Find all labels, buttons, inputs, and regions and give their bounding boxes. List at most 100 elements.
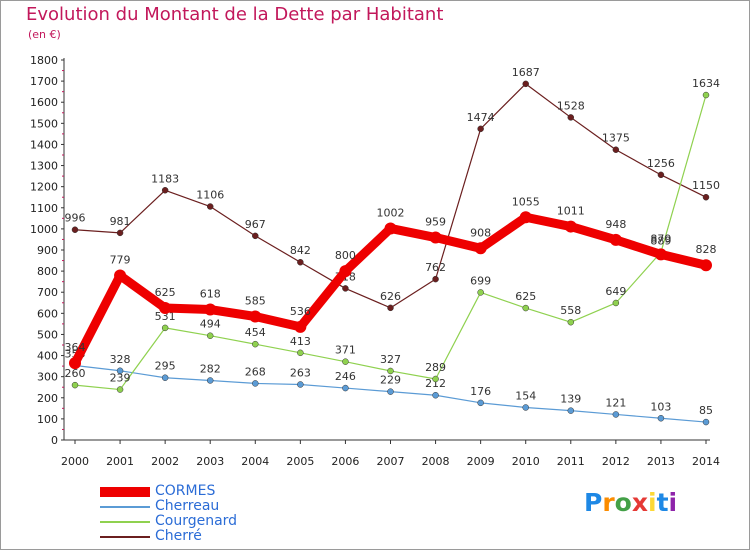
logo-letter: r [602, 488, 615, 517]
x-tick-label: 2010 [512, 455, 540, 468]
data-point [297, 381, 304, 388]
legend-label-cherre: Cherré [155, 528, 202, 544]
data-point [657, 171, 665, 179]
data-point [297, 258, 304, 266]
data-point [567, 407, 575, 414]
data-point [654, 248, 667, 261]
data-point [477, 125, 484, 133]
data-point [522, 304, 529, 312]
data-point [519, 211, 532, 224]
data-point [69, 357, 81, 370]
data-label: 1011 [557, 205, 585, 218]
data-point [342, 384, 349, 392]
data-label: 558 [560, 304, 581, 317]
y-tick-label: 1800 [30, 54, 58, 67]
data-point [429, 231, 442, 244]
data-point [567, 114, 575, 121]
data-label: 1002 [377, 206, 405, 219]
y-tick-label: 0 [51, 434, 58, 447]
data-point [702, 193, 710, 201]
data-label: 981 [110, 215, 131, 228]
data-point [609, 233, 622, 246]
x-tick-label: 2002 [151, 455, 179, 468]
y-tick-label: 1600 [30, 96, 58, 109]
x-tick-label: 2011 [557, 455, 585, 468]
data-point [522, 404, 529, 411]
data-label: 649 [605, 285, 626, 298]
x-tick-label: 2004 [241, 455, 269, 468]
y-tick-label: 500 [37, 328, 58, 341]
data-label: 625 [515, 290, 536, 303]
legend-swatch-cormes [100, 486, 150, 497]
data-point [204, 303, 217, 316]
legend-swatch-courgenard [100, 520, 150, 523]
x-tick-label: 2006 [331, 455, 359, 468]
y-tick-label: 600 [37, 307, 58, 320]
data-point [387, 304, 394, 312]
data-point [387, 367, 394, 375]
x-tick-label: 2009 [467, 455, 495, 468]
data-label: 996 [65, 212, 86, 225]
data-label: 239 [110, 372, 131, 385]
y-tick-label: 1400 [30, 138, 58, 151]
data-label: 327 [380, 353, 401, 366]
data-label: 139 [560, 393, 581, 406]
data-label: 282 [200, 362, 221, 375]
x-tick-label: 2007 [377, 455, 405, 468]
chart-subtitle: (en €) [28, 28, 61, 41]
legend-label-cherreau: Cherreau [155, 498, 220, 514]
data-label: 625 [155, 286, 176, 299]
data-label: 1375 [602, 132, 630, 145]
data-label: 295 [155, 360, 176, 373]
data-label: 626 [380, 290, 401, 303]
legend-item-cormes: CORMES [100, 484, 237, 499]
data-point [159, 302, 172, 315]
data-point [342, 358, 349, 365]
data-point [71, 226, 79, 233]
y-tick-label: 100 [37, 413, 58, 426]
data-point [114, 269, 127, 282]
x-tick-label: 2014 [692, 455, 720, 468]
data-label: 800 [335, 249, 356, 262]
data-label: 1474 [467, 111, 495, 124]
data-point [206, 203, 214, 210]
data-label: 959 [425, 216, 446, 229]
data-point [702, 418, 710, 426]
logo-letter: t [656, 488, 669, 517]
data-point [252, 380, 259, 387]
y-tick-label: 1500 [30, 117, 58, 130]
data-label: 454 [245, 326, 266, 339]
data-label: 229 [380, 374, 401, 387]
data-label: 967 [245, 218, 266, 231]
data-point [387, 388, 394, 395]
y-tick-label: 1300 [30, 160, 58, 173]
data-label: 779 [110, 254, 131, 267]
data-label: 260 [65, 367, 86, 380]
data-label: 268 [245, 365, 266, 378]
data-label: 1256 [647, 157, 675, 170]
data-point [161, 374, 169, 381]
data-label: 699 [470, 274, 491, 287]
data-label: 585 [245, 295, 266, 308]
data-label: 842 [290, 244, 311, 257]
data-point [702, 91, 710, 99]
legend-item-cherre: Cherré [100, 529, 237, 544]
x-tick-label: 2000 [61, 455, 89, 468]
data-point [564, 220, 577, 233]
data-point [477, 399, 484, 407]
legend-label-cormes: CORMES [155, 483, 216, 499]
data-point [432, 275, 439, 283]
legend-label-courgenard: Courgenard [155, 513, 238, 529]
logo-letter: i [648, 488, 657, 517]
data-point [384, 222, 397, 235]
series-line-cherré [74, 83, 707, 309]
x-tick-label: 2003 [196, 455, 224, 468]
data-point [432, 391, 439, 399]
data-point [116, 386, 124, 393]
data-label: 1687 [512, 66, 540, 79]
x-tick-label: 2005 [286, 455, 314, 468]
data-label: 948 [605, 218, 626, 231]
data-point [612, 299, 620, 307]
data-label: 176 [470, 385, 491, 398]
